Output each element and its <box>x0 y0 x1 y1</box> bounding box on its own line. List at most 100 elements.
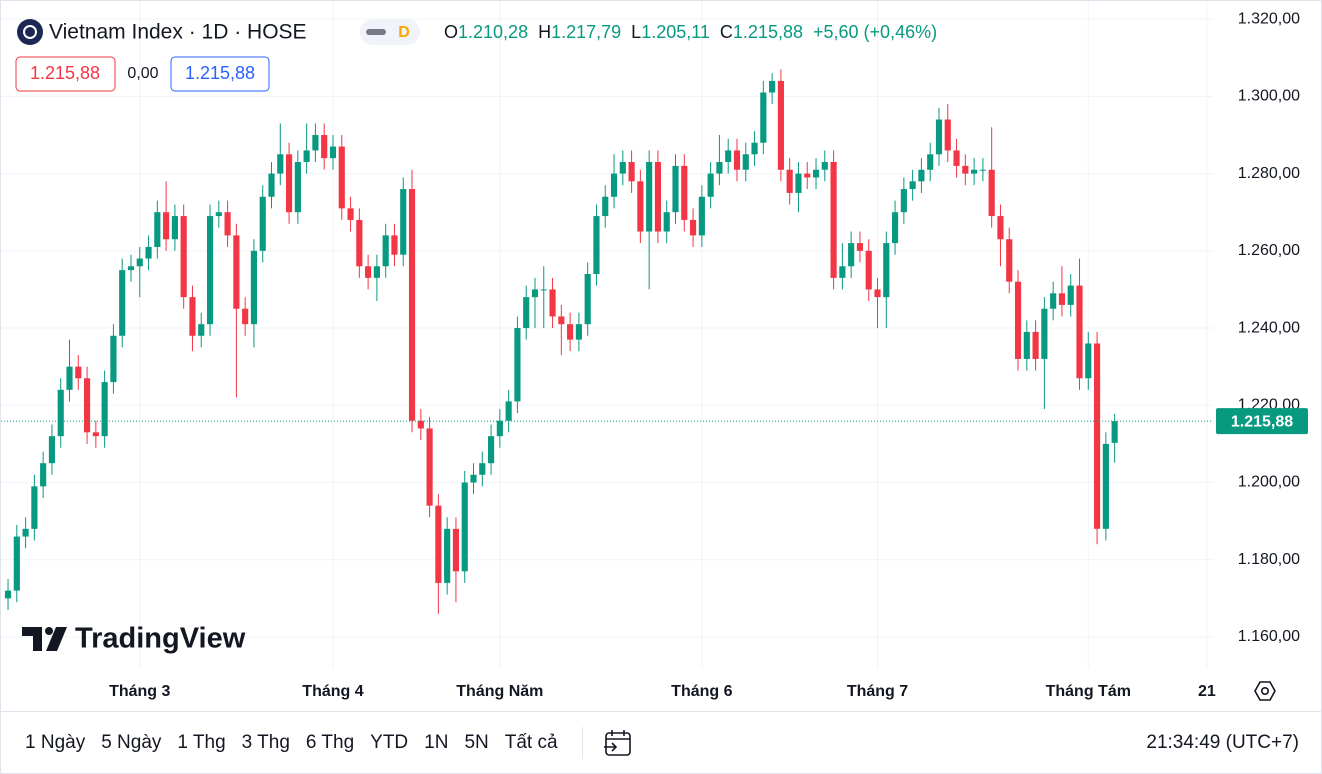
candle-body <box>391 235 398 255</box>
candle-body <box>66 366 73 390</box>
candle-body <box>1085 343 1092 379</box>
candle-body <box>567 324 574 340</box>
y-tick-label: 1.160,00 <box>1238 628 1300 645</box>
candle-body <box>848 243 855 267</box>
chart: Vietnam Index · 1D · HOSE D O1.210,28 H1.… <box>1 1 1308 701</box>
x-tick-label: 21 <box>1198 683 1216 700</box>
candle-body <box>1111 421 1118 443</box>
candle-body <box>1006 239 1013 282</box>
range-button[interactable]: 5N <box>464 732 489 753</box>
ohlc-readout: O1.210,28 H1.217,79 L1.205,11 C1.215,88 +5,6… <box>444 22 937 42</box>
candle-body <box>751 142 758 155</box>
candle-body <box>215 212 222 217</box>
candle-body <box>285 154 293 213</box>
candle-body <box>883 243 890 298</box>
candle-body <box>953 150 960 166</box>
settings-icon[interactable] <box>1254 681 1276 701</box>
range-button[interactable]: 3 Thg <box>241 732 290 753</box>
range-button[interactable]: 1 Ngày <box>25 732 86 753</box>
range-button[interactable]: 6 Thg <box>305 732 355 753</box>
candle-body <box>663 212 670 232</box>
bid-box[interactable] <box>15 56 116 92</box>
candle-body <box>760 92 767 143</box>
ohlc-label: O <box>444 22 458 42</box>
last-price-label: 1.215,88 <box>1231 413 1293 430</box>
logo: TradingView <box>22 623 246 655</box>
candle-body <box>294 162 301 213</box>
candle-body <box>154 212 161 247</box>
y-tick-label: 1.200,00 <box>1238 474 1300 491</box>
candle-body <box>4 590 12 599</box>
candle-body <box>48 436 56 464</box>
y-tick-label: 1.300,00 <box>1238 88 1300 105</box>
calendar-icon[interactable] <box>603 728 633 758</box>
last-price-tag <box>1216 408 1308 435</box>
candle-body <box>839 266 846 278</box>
candle-body <box>365 266 372 278</box>
range-group: 1 Ngày 5 Ngày 1 Thg 3 Thg 6 Thg YTD 1N 5N Tất cả <box>1 732 566 754</box>
candle-body <box>1058 293 1066 305</box>
candle-body <box>1032 331 1039 359</box>
range-button[interactable]: YTD <box>370 732 409 753</box>
candle-body <box>654 162 662 232</box>
symbol-title[interactable]: Vietnam Index · 1D · HOSE <box>49 21 307 44</box>
candle-body <box>646 162 653 232</box>
range-button[interactable]: 5 Ngày <box>101 732 162 753</box>
candle-body <box>812 169 820 178</box>
ask-box[interactable] <box>170 56 270 92</box>
candle-body <box>725 150 732 163</box>
range-button[interactable]: 1N <box>424 732 449 753</box>
candle-body <box>224 212 231 236</box>
candle-body <box>382 235 389 267</box>
candle-body <box>742 154 749 170</box>
candle-body <box>347 208 354 220</box>
candle-body <box>637 181 644 232</box>
candle-body <box>75 366 82 379</box>
x-tick-label: Tháng 7 <box>847 683 908 700</box>
candle-body <box>452 528 460 572</box>
candle-body <box>1076 285 1083 379</box>
candle-body <box>356 219 363 267</box>
logo-mark <box>22 627 42 651</box>
candle-body <box>435 505 442 583</box>
candle-body <box>514 328 521 402</box>
candle-body <box>1102 443 1109 529</box>
candle-body <box>206 216 214 325</box>
candle-body <box>180 216 187 298</box>
candle-body <box>250 250 258 325</box>
candle-body <box>716 162 723 174</box>
candle-body <box>505 401 512 421</box>
range-button[interactable]: 1 Thg <box>177 732 226 753</box>
candle-body <box>698 196 705 236</box>
candle-body <box>40 463 47 487</box>
candle-body <box>329 146 337 159</box>
candle-body <box>163 212 170 240</box>
candle-body <box>444 528 451 583</box>
y-tick-label: 1.180,00 <box>1238 551 1300 568</box>
x-tick-label: Tháng 6 <box>671 683 732 700</box>
candle-body <box>233 235 240 309</box>
x-tick-label: Tháng 3 <box>109 683 170 700</box>
candle-body <box>57 389 64 437</box>
candle-body <box>1093 343 1101 529</box>
x-tick-label: Tháng Năm <box>456 683 543 700</box>
y-tick-label: 1.260,00 <box>1238 242 1300 259</box>
clock[interactable]: 21:34:49 (UTC+7) <box>1146 732 1299 753</box>
range-button[interactable]: Tất cả <box>504 732 558 753</box>
candle-body <box>136 258 143 267</box>
candle-body <box>242 308 249 325</box>
candle-body <box>733 150 741 170</box>
candle-body <box>1014 281 1022 359</box>
candle-body <box>681 165 688 220</box>
candle-body <box>426 428 433 506</box>
candle-body <box>821 162 828 170</box>
change: +5,60 (+0,46%) <box>813 22 937 42</box>
y-tick-label: 1.240,00 <box>1238 319 1300 336</box>
candle-body <box>198 324 205 336</box>
candle-body <box>277 154 284 174</box>
candle-body <box>971 169 978 174</box>
candle-body <box>786 169 793 193</box>
logo-mark <box>46 627 67 651</box>
candle-body <box>619 162 626 174</box>
